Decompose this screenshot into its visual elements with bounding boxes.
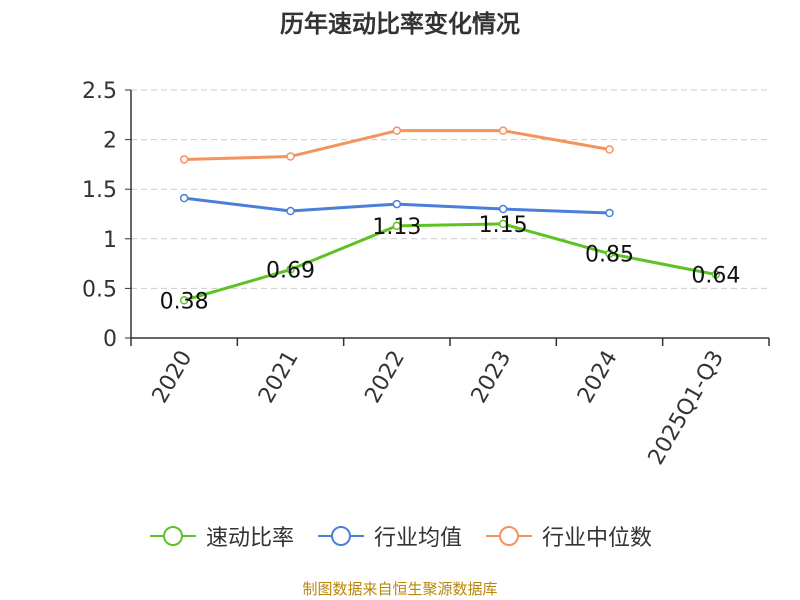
data-point-series-1 <box>605 208 614 218</box>
data-point-series-1 <box>498 204 508 214</box>
y-tick-label: 1 <box>103 228 117 253</box>
data-point-series-0 <box>498 219 508 229</box>
data-point-series-0 <box>605 249 614 258</box>
data-point-series-2 <box>392 126 402 135</box>
data-point-series-1 <box>286 206 295 216</box>
data-point-series-2 <box>286 152 295 161</box>
data-point-series-2 <box>498 126 508 135</box>
legend-label: 行业中位数 <box>542 526 653 551</box>
legend-symbol-icon <box>486 526 532 546</box>
data-label: 0.85 <box>585 243 634 268</box>
legend-item[interactable]: 行业均值 <box>316 520 462 552</box>
source-note: 制图数据来自恒生聚源数据库 <box>302 580 498 598</box>
data-label: 1.13 <box>372 215 421 240</box>
y-tick-label: 1.5 <box>82 178 117 203</box>
y-tick-label: 0.5 <box>82 277 117 302</box>
chart-title: 历年速动比率变化情况 <box>280 10 520 38</box>
x-tick-label: 2023 <box>467 346 517 407</box>
legend-item[interactable]: 行业中位数 <box>484 520 652 552</box>
data-point-series-0 <box>179 296 189 305</box>
legend-item[interactable]: 速动比率 <box>148 520 294 552</box>
x-tick-label: 2020 <box>148 347 198 408</box>
data-label: 0.69 <box>266 259 315 284</box>
data-point-series-0 <box>711 270 721 279</box>
data-point-series-2 <box>179 155 189 164</box>
x-tick-label: 2024 <box>573 347 623 408</box>
data-label: 0.38 <box>160 289 209 314</box>
y-tick-label: 0 <box>103 327 117 352</box>
data-point-series-0 <box>286 265 295 274</box>
x-tick-label: 2021 <box>254 347 304 408</box>
legend-label: 行业均值 <box>373 526 462 551</box>
data-label: 0.64 <box>691 264 740 289</box>
data-point-series-1 <box>179 193 189 203</box>
x-tick-label: 2025Q1-Q3 <box>644 347 729 470</box>
data-point-series-0 <box>392 221 402 231</box>
data-point-series-2 <box>605 145 614 154</box>
x-tick-label: 2022 <box>360 347 410 408</box>
series-line-0 <box>183 222 717 302</box>
data-label: 1.15 <box>479 213 528 238</box>
legend-symbol-icon <box>317 526 364 546</box>
series-line-2 <box>184 129 610 161</box>
legend-label: 速动比率 <box>205 526 294 551</box>
y-tick-label: 2 <box>103 129 117 154</box>
data-point-series-1 <box>392 199 402 209</box>
legend: 速动比率 行业均值 行业中位数 <box>0 520 800 552</box>
y-tick-label: 2.5 <box>82 79 117 104</box>
legend-symbol-icon <box>149 526 196 546</box>
